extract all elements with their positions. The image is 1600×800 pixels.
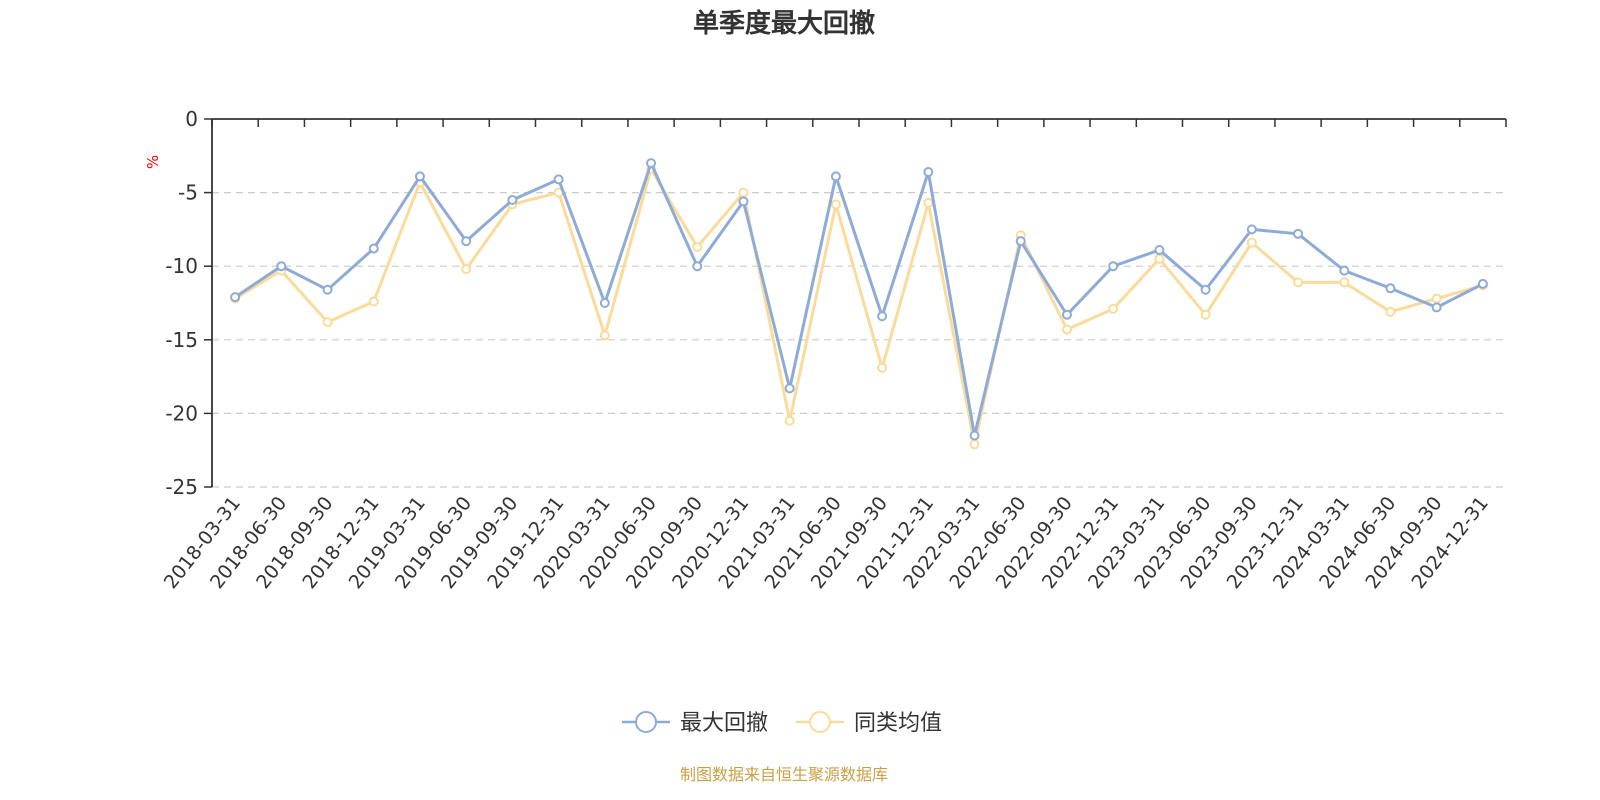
legend-item[interactable]: 同类均值 — [796, 711, 942, 736]
data-point — [969, 430, 980, 441]
y-tick-label: -5 — [178, 181, 198, 205]
legend-marker — [635, 711, 657, 733]
legend[interactable]: 最大回撤 同类均值 — [622, 711, 942, 736]
data-point — [1200, 309, 1211, 320]
data-point — [969, 439, 980, 450]
data-point — [692, 242, 703, 253]
series-line — [234, 161, 1484, 437]
y-axis-unit: % — [144, 155, 162, 169]
data-point — [923, 197, 934, 208]
data-point — [1108, 261, 1119, 272]
data-point — [1246, 224, 1257, 235]
chart-title: 单季度最大回撤 — [693, 8, 875, 39]
data-point — [830, 199, 841, 210]
data-point — [830, 171, 841, 182]
data-point — [461, 264, 472, 275]
data-point — [1061, 324, 1072, 335]
data-point — [1339, 277, 1350, 288]
data-point — [1015, 236, 1026, 247]
data-point — [692, 261, 703, 272]
y-tick-label: -15 — [165, 328, 198, 352]
data-point — [1108, 303, 1119, 314]
data-point — [1293, 228, 1304, 239]
data-point — [646, 158, 657, 169]
axes — [211, 118, 1506, 487]
y-tick-label: -10 — [165, 254, 198, 278]
data-point — [738, 196, 749, 207]
data-point — [507, 194, 518, 205]
y-axis-ticks: 0 -5 -10 -15 -20 -25 — [165, 107, 212, 499]
data-point — [923, 166, 934, 177]
data-point — [461, 236, 472, 247]
data-source-note: 制图数据来自恒生聚源数据库 — [680, 765, 888, 784]
data-point — [1385, 283, 1396, 294]
grid-lines — [212, 192, 1506, 488]
y-tick-label: 0 — [185, 107, 198, 131]
data-point — [877, 362, 888, 373]
data-point — [1154, 245, 1165, 256]
legend-label: 最大回撤 — [680, 711, 768, 736]
data-point — [553, 174, 564, 185]
data-point — [1154, 253, 1165, 264]
y-tick-label: -25 — [165, 475, 198, 499]
data-point — [1246, 237, 1257, 248]
legend-item[interactable]: 最大回撤 — [622, 711, 768, 736]
series-layer — [230, 158, 1488, 450]
legend-label: 同类均值 — [854, 711, 942, 736]
data-point — [1293, 277, 1304, 288]
data-point — [784, 383, 795, 394]
series-line — [234, 167, 1484, 446]
data-point — [1431, 302, 1442, 313]
data-point — [1200, 284, 1211, 295]
data-point — [1339, 265, 1350, 276]
data-point — [784, 415, 795, 426]
data-point — [322, 317, 333, 328]
legend-marker — [809, 711, 831, 733]
data-point — [276, 261, 287, 272]
data-point — [1431, 293, 1442, 304]
data-point — [368, 296, 379, 307]
data-point — [1061, 309, 1072, 320]
data-point — [599, 298, 610, 308]
data-point — [877, 311, 888, 322]
y-tick-label: -20 — [165, 401, 198, 425]
data-point — [368, 243, 379, 254]
data-point — [322, 284, 333, 295]
data-point — [738, 187, 749, 198]
data-point — [1385, 306, 1396, 317]
data-point — [414, 171, 425, 182]
data-point — [1477, 278, 1488, 289]
data-point — [599, 330, 610, 341]
data-point — [230, 292, 241, 303]
